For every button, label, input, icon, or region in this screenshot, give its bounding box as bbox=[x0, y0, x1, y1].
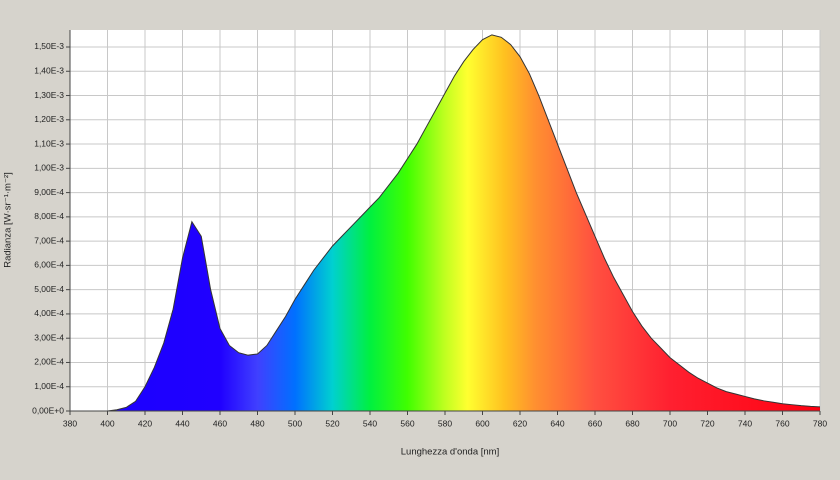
x-tick-label: 740 bbox=[738, 418, 752, 428]
x-tick-label: 700 bbox=[663, 418, 677, 428]
y-tick-label: 4,00E-4 bbox=[34, 308, 64, 318]
x-tick-label: 500 bbox=[288, 418, 302, 428]
x-tick-label: 760 bbox=[775, 418, 789, 428]
x-tick-label: 520 bbox=[325, 418, 339, 428]
x-axis-label: Lunghezza d'onda [nm] bbox=[401, 447, 499, 458]
y-tick-label: 3,00E-4 bbox=[34, 332, 64, 342]
y-tick-label: 9,00E-4 bbox=[34, 187, 64, 197]
y-tick-label: 1,20E-3 bbox=[34, 114, 64, 124]
x-tick-label: 540 bbox=[363, 418, 377, 428]
x-tick-label: 380 bbox=[63, 418, 77, 428]
x-tick-label: 680 bbox=[625, 418, 639, 428]
y-tick-label: 1,00E-4 bbox=[34, 381, 64, 391]
y-tick-label: 1,50E-3 bbox=[34, 41, 64, 51]
x-tick-label: 480 bbox=[250, 418, 264, 428]
y-tick-label: 1,40E-3 bbox=[34, 66, 64, 76]
x-tick-label: 580 bbox=[438, 418, 452, 428]
x-tick-label: 660 bbox=[588, 418, 602, 428]
y-tick-label: 8,00E-4 bbox=[34, 211, 64, 221]
x-tick-label: 420 bbox=[138, 418, 152, 428]
y-tick-label: 7,00E-4 bbox=[34, 235, 64, 245]
x-tick-label: 560 bbox=[400, 418, 414, 428]
x-tick-label: 720 bbox=[700, 418, 714, 428]
y-tick-label: 6,00E-4 bbox=[34, 260, 64, 270]
spectrum-line bbox=[70, 34, 821, 412]
y-tick-label: 0,00E+0 bbox=[32, 405, 64, 415]
y-tick-label: 1,00E-3 bbox=[34, 163, 64, 173]
x-tick-label: 780 bbox=[813, 418, 827, 428]
x-tick-label: 640 bbox=[550, 418, 564, 428]
spectrum-area bbox=[70, 34, 820, 411]
y-tick-label: 2,00E-4 bbox=[34, 357, 64, 367]
y-tick-label: 5,00E-4 bbox=[34, 284, 64, 294]
y-axis-label: Radianza [W·sr⁻¹·m⁻²] bbox=[3, 172, 14, 268]
x-tick-label: 440 bbox=[175, 418, 189, 428]
x-tick-label: 460 bbox=[213, 418, 227, 428]
x-tick-label: 620 bbox=[513, 418, 527, 428]
x-tick-label: 400 bbox=[100, 418, 114, 428]
y-tick-label: 1,30E-3 bbox=[34, 90, 64, 100]
x-tick-label: 600 bbox=[475, 418, 489, 428]
y-tick-label: 1,10E-3 bbox=[34, 138, 64, 148]
